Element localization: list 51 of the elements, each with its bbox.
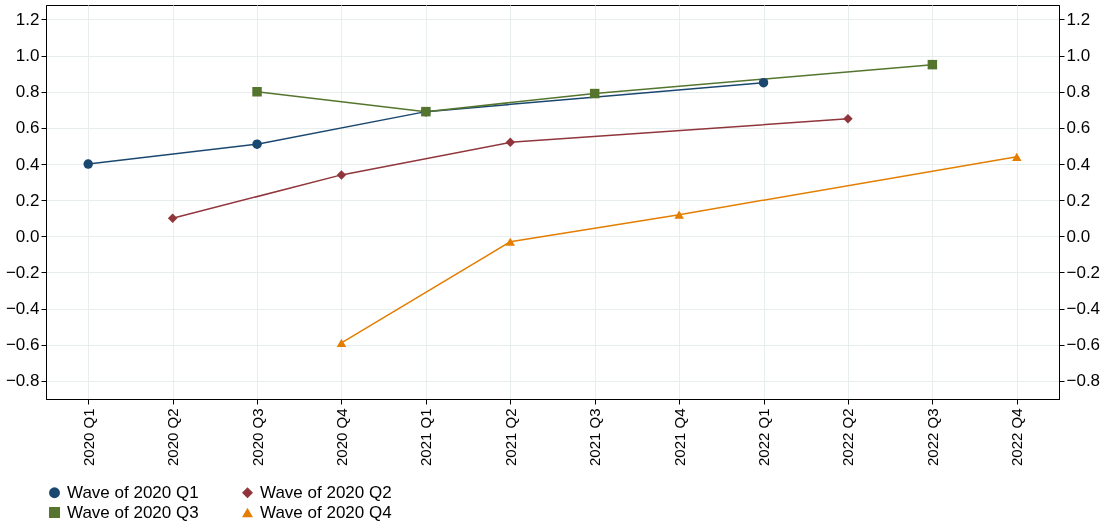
x-tick-label: 2021 Q3 — [586, 408, 604, 467]
x-tick-label: 2021 Q1 — [417, 408, 435, 467]
x-tick-label: 2022 Q2 — [839, 408, 857, 467]
x-tick-label: 2022 Q4 — [1008, 408, 1026, 467]
y-tick-label: −0.6 — [5, 335, 40, 355]
x-tick-label: 2022 Q1 — [755, 408, 773, 467]
point — [505, 137, 516, 148]
y2-tick-label: 0.8 — [1066, 82, 1091, 102]
y2-tick-label: −0.2 — [1066, 262, 1101, 282]
point — [758, 77, 769, 88]
x-tick-label: 2022 Q3 — [923, 408, 941, 467]
y2-tick-label: 0.2 — [1066, 190, 1091, 210]
point — [674, 210, 684, 219]
y2-tick-label: −0.8 — [1066, 371, 1101, 391]
y-tick-label: 1.2 — [15, 9, 40, 29]
point — [336, 170, 347, 180]
x-tick-label: 2020 Q1 — [79, 408, 97, 467]
point — [167, 213, 178, 224]
y2-tick-label: 1.0 — [1066, 46, 1091, 66]
point — [252, 139, 262, 149]
y-tick-label: 0.4 — [15, 154, 40, 174]
legend-label: Wave of 2020 Q3 — [67, 502, 199, 522]
legend-label: Wave of 2020 Q2 — [260, 482, 392, 502]
point — [589, 88, 600, 99]
legend-label: Wave of 2020 Q1 — [67, 482, 199, 502]
point — [1012, 152, 1022, 161]
x-tick-label: 2020 Q2 — [164, 408, 182, 467]
y-tick-label: −0.8 — [5, 371, 40, 391]
point — [336, 338, 347, 348]
y2-tick-label: 1.2 — [1066, 9, 1091, 29]
y-tick-label: −0.2 — [5, 262, 40, 282]
y-tick-label: 0.0 — [15, 226, 40, 246]
y2-tick-label: 0.4 — [1066, 154, 1091, 174]
y-tick-label: 0.6 — [15, 118, 40, 138]
x-tick-label: 2021 Q2 — [501, 408, 519, 467]
y2-tick-label: −0.4 — [1066, 299, 1101, 319]
y-tick-label: 0.2 — [15, 190, 40, 210]
y-tick-label: 0.8 — [15, 82, 40, 102]
y-tick-label: −0.4 — [5, 299, 40, 319]
x-tick-label: 2020 Q4 — [332, 408, 350, 467]
x-tick-label: 2020 Q3 — [248, 408, 266, 467]
x-tick-label: 2021 Q4 — [670, 408, 688, 467]
legend-label: Wave of 2020 Q4 — [260, 502, 392, 522]
y-tick-label: 1.0 — [15, 46, 40, 66]
point — [927, 59, 938, 70]
point — [252, 87, 262, 97]
y2-tick-label: −0.6 — [1066, 335, 1101, 355]
point — [83, 159, 93, 169]
y2-tick-label: 0.6 — [1066, 118, 1091, 138]
y2-tick-label: 0.0 — [1066, 226, 1091, 246]
point — [505, 237, 516, 246]
